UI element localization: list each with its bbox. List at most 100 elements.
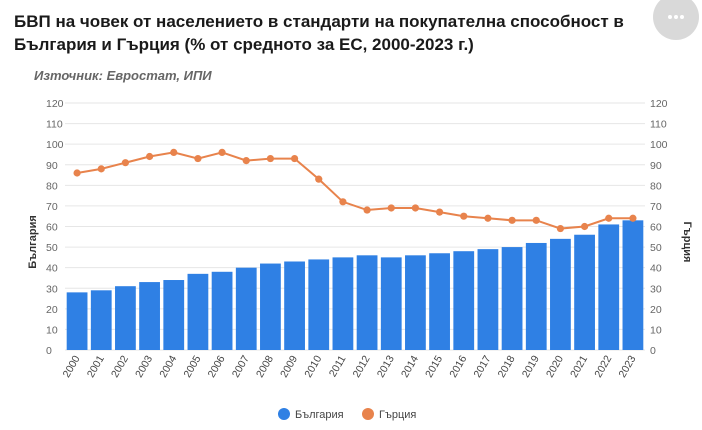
x-axis: 2000 2001 2002 2003 2004 2005 2006 2007 2008 2009… bbox=[61, 353, 639, 379]
bar-bulgaria-2013[interactable] bbox=[380, 257, 402, 350]
bar-bulgaria-2015[interactable] bbox=[429, 253, 450, 350]
point-greece-2008[interactable] bbox=[266, 154, 275, 163]
bar-bulgaria-2001[interactable] bbox=[90, 290, 112, 350]
bar-bulgaria-2000[interactable] bbox=[66, 292, 88, 350]
point-greece-2018[interactable] bbox=[508, 216, 516, 224]
point-greece-2012[interactable] bbox=[363, 206, 371, 214]
legend-label[interactable]: Гърция bbox=[379, 409, 416, 421]
bar-bulgaria-2006[interactable] bbox=[211, 271, 233, 350]
bar-bulgaria-2009[interactable] bbox=[284, 261, 305, 350]
point-greece-2023[interactable] bbox=[629, 214, 637, 222]
x-tick: 2011 bbox=[327, 353, 349, 379]
x-tick: 2005 bbox=[181, 353, 203, 379]
point-greece-2013[interactable] bbox=[387, 204, 395, 212]
bar-bulgaria-2004[interactable] bbox=[163, 280, 185, 350]
chart-title: БВП на човек от населението в стандарти … bbox=[14, 12, 624, 54]
y-tick-right: 110 bbox=[650, 119, 667, 131]
point-greece-2000[interactable] bbox=[73, 169, 81, 177]
bar-bulgaria-2022[interactable] bbox=[598, 224, 620, 350]
y-tick-left: 90 bbox=[46, 160, 58, 172]
point-greece-2004[interactable] bbox=[170, 148, 178, 156]
point-greece-2022[interactable] bbox=[605, 214, 613, 222]
y-tick-left: 110 bbox=[46, 119, 63, 131]
y-tick-right: 80 bbox=[650, 180, 662, 192]
bar-bulgaria-2008[interactable] bbox=[260, 263, 281, 350]
point-greece-2007[interactable] bbox=[242, 157, 250, 165]
point-greece-2017[interactable] bbox=[484, 214, 492, 222]
y-tick-right: 90 bbox=[650, 160, 662, 172]
point-greece-2020[interactable] bbox=[556, 224, 565, 233]
point-greece-2003[interactable] bbox=[145, 152, 154, 161]
bar-bulgaria-2003[interactable] bbox=[139, 282, 160, 350]
y-tick-left: 0 bbox=[46, 345, 52, 357]
legend: България Гърция bbox=[278, 408, 416, 421]
more-horizontal-icon bbox=[668, 15, 684, 19]
point-greece-2019[interactable] bbox=[532, 216, 540, 224]
point-greece-2002[interactable] bbox=[121, 159, 130, 167]
legend-marker[interactable] bbox=[362, 408, 374, 420]
point-greece-2014[interactable] bbox=[411, 204, 420, 212]
y-tick-right: 50 bbox=[650, 242, 662, 254]
x-tick: 2016 bbox=[447, 353, 469, 379]
y-tick-left: 50 bbox=[46, 242, 58, 254]
point-greece-2021[interactable] bbox=[580, 222, 589, 231]
x-tick: 2021 bbox=[568, 353, 590, 379]
y-tick-left: 80 bbox=[46, 180, 58, 192]
y-tick-right: 40 bbox=[650, 263, 662, 275]
x-tick: 2001 bbox=[85, 353, 107, 379]
y-axis-right-title: Гърция bbox=[681, 222, 693, 263]
greece-line bbox=[73, 148, 637, 233]
y-tick-left: 120 bbox=[46, 98, 64, 110]
y-axis-right: 0 10 20 30 40 50 60 70 80 90 100 110 120 bbox=[650, 98, 668, 357]
bar-bulgaria-2019[interactable] bbox=[525, 242, 547, 350]
y-axis-left: 0 10 20 30 40 50 60 70 80 90 100 110 120 bbox=[46, 98, 64, 357]
y-tick-right: 30 bbox=[650, 283, 662, 295]
point-greece-2009[interactable] bbox=[290, 154, 299, 163]
point-greece-2016[interactable] bbox=[460, 212, 468, 220]
bar-bulgaria-2023[interactable] bbox=[622, 220, 644, 350]
y-tick-left: 100 bbox=[46, 139, 64, 151]
x-tick: 2012 bbox=[351, 353, 373, 379]
x-tick: 2009 bbox=[278, 353, 300, 379]
point-greece-2005[interactable] bbox=[194, 154, 202, 163]
point-greece-2001[interactable] bbox=[97, 165, 105, 173]
legend-label[interactable]: България bbox=[295, 409, 344, 421]
y-tick-left: 70 bbox=[46, 201, 58, 213]
y-tick-left: 30 bbox=[46, 283, 58, 295]
bar-bulgaria-2002[interactable] bbox=[115, 286, 136, 350]
x-tick: 2008 bbox=[254, 353, 276, 379]
point-greece-2011[interactable] bbox=[339, 198, 347, 206]
legend-marker[interactable] bbox=[278, 408, 290, 420]
grid-lines bbox=[65, 102, 645, 351]
bar-bulgaria-2012[interactable] bbox=[356, 255, 378, 350]
x-tick: 2017 bbox=[471, 353, 493, 379]
point-greece-2006[interactable] bbox=[218, 148, 226, 156]
x-tick: 2015 bbox=[423, 353, 445, 379]
bar-bulgaria-2011[interactable] bbox=[332, 257, 354, 350]
bar-bulgaria-2010[interactable] bbox=[308, 259, 330, 350]
bar-bulgaria-2017[interactable] bbox=[477, 249, 499, 350]
bar-bulgaria-2018[interactable] bbox=[501, 247, 523, 350]
point-greece-2015[interactable] bbox=[435, 208, 444, 216]
bar-bulgaria-2020[interactable] bbox=[550, 238, 571, 350]
x-tick: 2013 bbox=[375, 353, 397, 379]
bar-bulgaria-2007[interactable] bbox=[235, 267, 257, 350]
x-tick: 2022 bbox=[592, 353, 614, 379]
y-tick-right: 60 bbox=[650, 222, 662, 234]
x-tick: 2010 bbox=[302, 353, 324, 379]
y-tick-right: 20 bbox=[650, 304, 662, 316]
bar-bulgaria-2005[interactable] bbox=[187, 273, 209, 350]
y-tick-left: 20 bbox=[46, 304, 58, 316]
bar-bulgaria-2016[interactable] bbox=[453, 251, 475, 350]
more-options-button[interactable] bbox=[653, 0, 699, 40]
chart-source: Източник: Евростат, ИПИ bbox=[34, 68, 212, 83]
bar-bulgaria-2021[interactable] bbox=[574, 234, 595, 350]
x-tick: 2014 bbox=[399, 353, 421, 379]
bar-bulgaria-2014[interactable] bbox=[405, 255, 426, 350]
y-tick-right: 10 bbox=[650, 324, 662, 336]
x-tick: 2019 bbox=[520, 353, 542, 379]
line-greece bbox=[76, 151, 633, 230]
bulgaria-bars bbox=[66, 220, 644, 350]
point-greece-2010[interactable] bbox=[315, 175, 323, 183]
